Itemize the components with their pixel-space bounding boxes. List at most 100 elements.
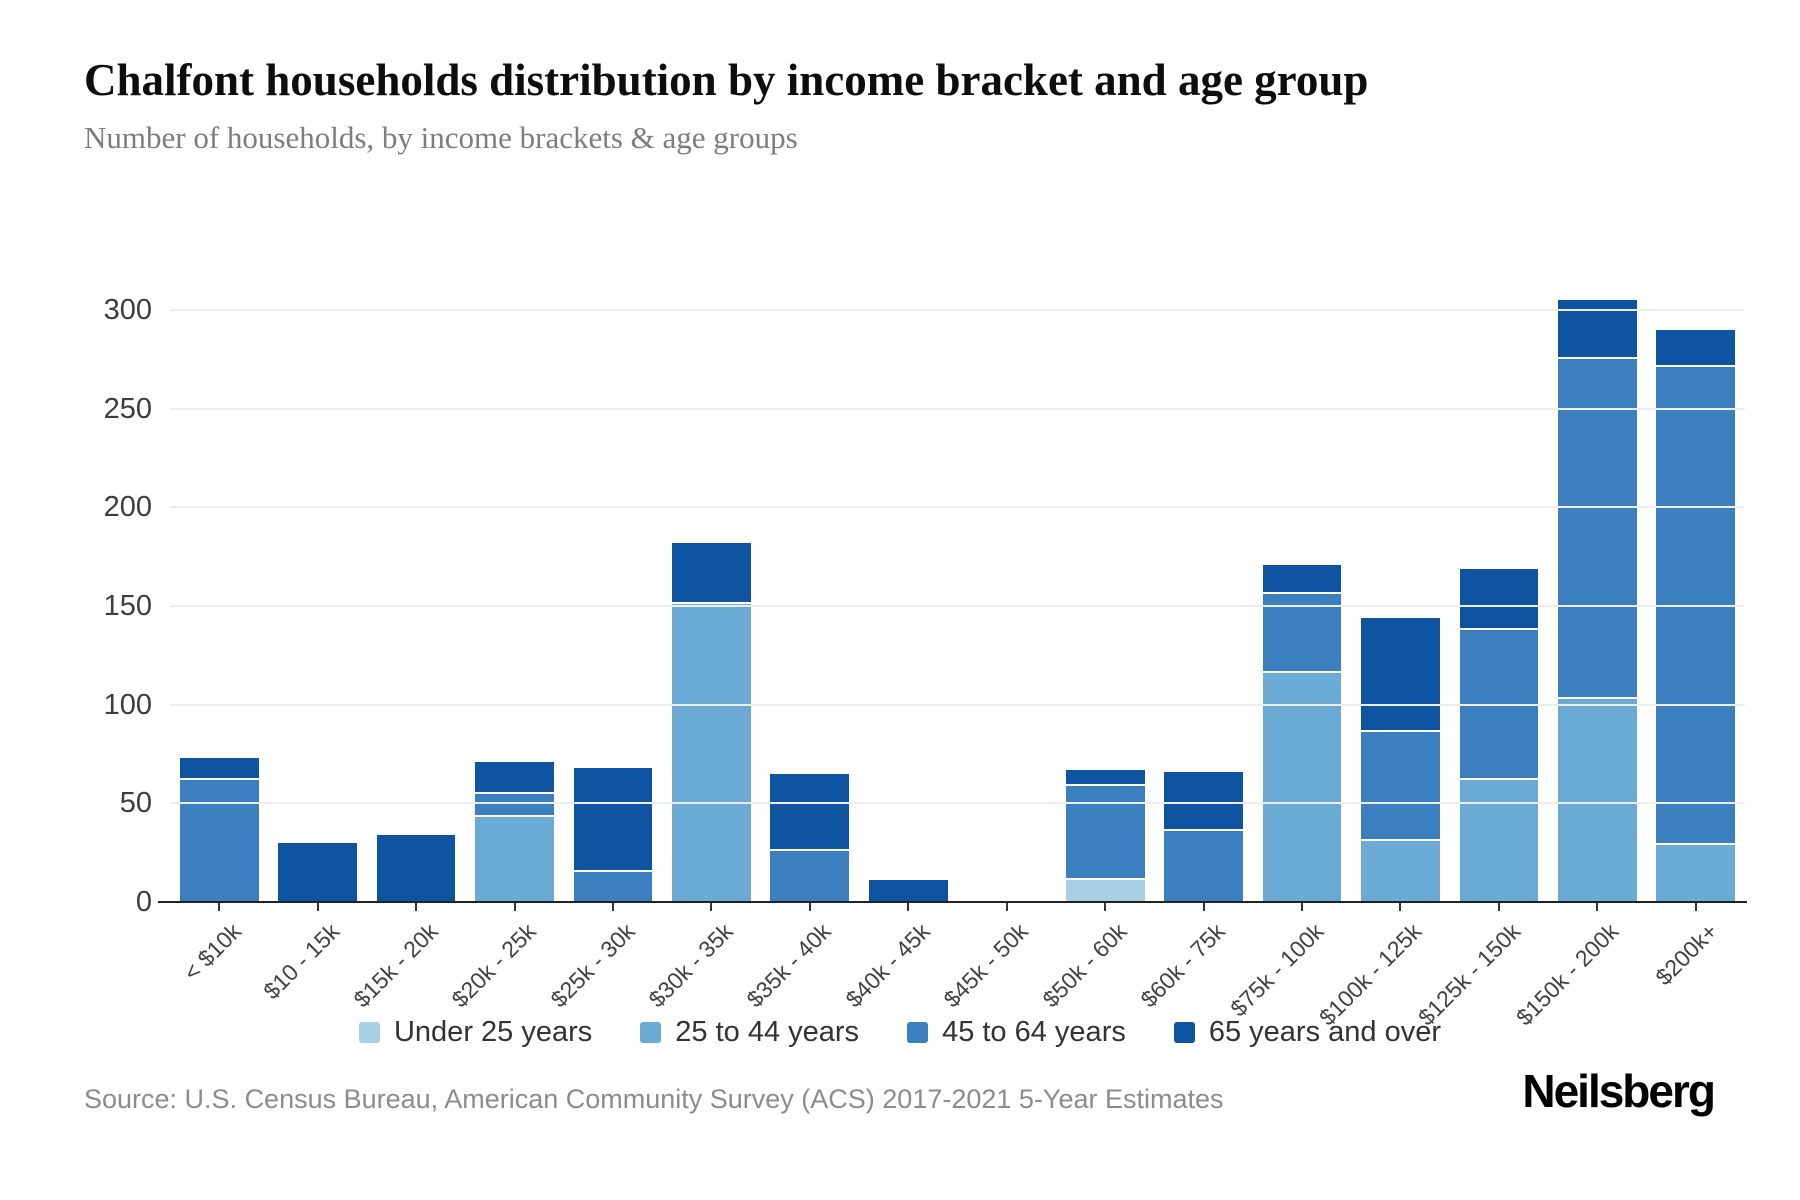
y-axis-label-100: 100 xyxy=(103,688,152,721)
bar-segment-65-years-and-over[interactable] xyxy=(1459,568,1539,628)
bar-slot xyxy=(1647,310,1745,902)
gridline-y-150 xyxy=(170,605,1745,607)
x-axis-tick xyxy=(1005,903,1008,911)
gridline-y-300 xyxy=(170,309,1745,311)
x-axis-label-$125k - 150k: $125k - 150k xyxy=(1412,918,1526,1031)
bar-$75k - 100k[interactable] xyxy=(1262,564,1342,902)
x-axis-tick xyxy=(611,903,614,911)
bar-segment-65-years-and-over[interactable] xyxy=(1164,771,1243,829)
x-axis-tick xyxy=(1399,903,1402,911)
x-axis-label-$150k - 200k: $150k - 200k xyxy=(1511,918,1624,1031)
legend-label: 45 to 64 years xyxy=(942,1016,1126,1048)
bar-segment-45-to-64-years[interactable] xyxy=(1361,730,1440,839)
bar-$100k - 125k[interactable] xyxy=(1361,617,1440,902)
bar-segment-65-years-and-over[interactable] xyxy=(573,767,653,871)
gridline-y-250 xyxy=(170,407,1745,410)
bar-slot xyxy=(170,310,268,902)
bar-segment-65-years-and-over[interactable] xyxy=(1656,329,1736,366)
y-axis-label-50: 50 xyxy=(119,787,152,820)
bar-segment-45-to-64-years[interactable] xyxy=(1656,365,1736,843)
bar-segment-65-years-and-over[interactable] xyxy=(1361,617,1440,731)
bar-segment-25-to-44-years[interactable] xyxy=(1656,842,1736,902)
bar-segment-under-25-years[interactable] xyxy=(1065,878,1145,902)
bar-segment-25-to-44-years[interactable] xyxy=(475,815,554,902)
bar-$200k+[interactable] xyxy=(1656,329,1736,902)
bar-$10 - 15k[interactable] xyxy=(278,842,358,902)
source-note: Source: U.S. Census Bureau, American Com… xyxy=(84,1084,1224,1114)
bar-$60k - 75k[interactable] xyxy=(1164,771,1243,902)
gridline-y-200 xyxy=(170,506,1745,509)
bar-segment-25-to-44-years[interactable] xyxy=(1557,696,1637,902)
bar-segment-25-to-44-years[interactable] xyxy=(672,602,751,902)
bar-$150k - 200k[interactable] xyxy=(1557,300,1637,902)
bar-slot xyxy=(662,310,760,902)
bar-slot xyxy=(859,310,957,902)
bar-slot xyxy=(268,310,366,902)
x-axis-tick xyxy=(1301,903,1304,911)
legend-item-25-to-44-years[interactable]: 25 to 44 years xyxy=(640,1016,859,1049)
legend-swatch-icon xyxy=(907,1022,929,1043)
bar-segment-65-years-and-over[interactable] xyxy=(868,880,948,902)
legend-label: 65 years and over xyxy=(1208,1016,1442,1048)
bar-segment-45-to-64-years[interactable] xyxy=(1459,627,1539,778)
bar-segment-45-to-64-years[interactable] xyxy=(770,848,850,902)
bar-segment-65-years-and-over[interactable] xyxy=(770,773,850,849)
x-axis-tick xyxy=(710,903,713,911)
plot-area xyxy=(170,300,1745,902)
x-axis-label-$40k - 45k: $40k - 45k xyxy=(840,918,935,1013)
bar-< $10k[interactable] xyxy=(179,757,259,902)
bar-$25k - 30k[interactable] xyxy=(573,767,653,902)
x-axis-tick xyxy=(218,903,221,911)
bar-segment-65-years-and-over[interactable] xyxy=(278,842,358,902)
y-axis-label-0: 0 xyxy=(135,886,152,918)
bar-$40k - 45k[interactable] xyxy=(868,880,948,902)
x-axis-label-$25k - 30k: $25k - 30k xyxy=(545,918,640,1013)
bar-segment-45-to-64-years[interactable] xyxy=(179,777,259,902)
x-axis-tick xyxy=(1104,903,1107,911)
gridline-y-100 xyxy=(170,703,1745,706)
chart-title: Chalfont households distribution by inco… xyxy=(84,55,1369,105)
bar-segment-65-years-and-over[interactable] xyxy=(179,757,259,778)
bar-$30k - 35k[interactable] xyxy=(672,542,751,902)
y-axis-label-150: 150 xyxy=(103,590,152,622)
x-axis-label-$30k - 35k: $30k - 35k xyxy=(643,918,738,1013)
x-axis-label-$75k - 100k: $75k - 100k xyxy=(1225,918,1329,1022)
legend-item-45-to-64-years[interactable]: 45 to 64 years xyxy=(907,1016,1126,1049)
bar-segment-25-to-44-years[interactable] xyxy=(1459,777,1539,902)
bar-segment-65-years-and-over[interactable] xyxy=(376,834,456,902)
x-axis-label-< $10k: < $10k xyxy=(177,918,246,986)
bar-segment-45-to-64-years[interactable] xyxy=(1557,357,1637,697)
x-axis-tick xyxy=(513,903,516,911)
bar-segment-65-years-and-over[interactable] xyxy=(475,761,554,792)
bar-segment-65-years-and-over[interactable] xyxy=(1065,769,1145,784)
bar-segment-45-to-64-years[interactable] xyxy=(1164,829,1243,902)
bar-$20k - 25k[interactable] xyxy=(475,761,554,902)
x-axis-line xyxy=(158,901,1747,903)
legend-item-65-years-and-over[interactable]: 65 years and over xyxy=(1173,1016,1442,1049)
legend-item-under-25-years[interactable]: Under 25 years xyxy=(358,1016,592,1049)
y-axis-label-300: 300 xyxy=(103,294,152,326)
bar-segment-65-years-and-over[interactable] xyxy=(672,542,751,603)
x-axis-label-$200k+: $200k+ xyxy=(1649,918,1723,991)
brand-logo: Neilsberg xyxy=(1522,1065,1716,1117)
bar-segment-45-to-64-years[interactable] xyxy=(573,870,653,902)
x-axis-label-$100k - 125k: $100k - 125k xyxy=(1314,918,1427,1031)
bar-segment-65-years-and-over[interactable] xyxy=(1262,564,1342,593)
legend-swatch-icon xyxy=(640,1022,662,1043)
bar-$35k - 40k[interactable] xyxy=(770,773,850,902)
y-axis-label-250: 250 xyxy=(103,392,152,425)
bar-segment-25-to-44-years[interactable] xyxy=(1262,671,1342,902)
bar-$15k - 20k[interactable] xyxy=(376,834,456,902)
x-axis-tick xyxy=(1596,903,1599,911)
bar-segment-45-to-64-years[interactable] xyxy=(1065,783,1145,879)
x-axis-tick xyxy=(1202,903,1205,911)
x-axis-tick xyxy=(1694,903,1697,911)
bar-$125k - 150k[interactable] xyxy=(1459,568,1539,902)
x-axis-label-$60k - 75k: $60k - 75k xyxy=(1135,918,1230,1013)
y-axis-label-200: 200 xyxy=(103,491,152,524)
bar-slot xyxy=(1450,310,1548,902)
x-axis-label-$50k - 60k: $50k - 60k xyxy=(1037,918,1132,1013)
bar-segment-25-to-44-years[interactable] xyxy=(1361,838,1440,902)
bar-$50k - 60k[interactable] xyxy=(1065,769,1145,902)
